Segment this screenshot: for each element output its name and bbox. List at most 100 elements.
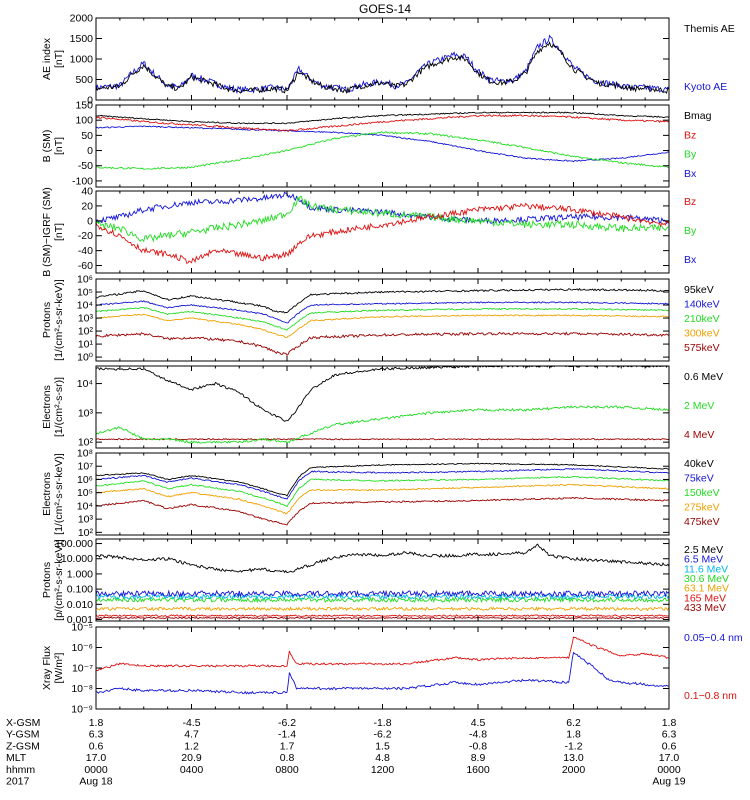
- y-tick-label: 0: [87, 145, 93, 157]
- legend-entry: 95keV: [684, 284, 714, 296]
- y-tick-label: 10⁵: [77, 487, 93, 499]
- legend-entry: Bz: [684, 196, 696, 208]
- x-axis-row-value: Aug 18: [79, 776, 112, 788]
- series-line-2-3: [96, 114, 669, 133]
- x-axis-row-value: 2000: [562, 764, 586, 776]
- y-axis-label: Protons: [41, 562, 53, 598]
- y-tick-label: -60: [78, 260, 93, 272]
- y-axis-label: [1/(cm²-s-sr-keV)]: [53, 453, 65, 535]
- legend-entry: Themis AE: [684, 23, 735, 35]
- series-line-7-6: [96, 589, 669, 599]
- y-axis-label: B (SM)−IGRF (SM): [41, 187, 53, 277]
- series-line-6-2: [96, 483, 669, 515]
- series-line-4-3: [96, 306, 669, 331]
- y-tick-label: -100: [72, 175, 93, 187]
- panel-3: -60 -40 -20 0 20 40 B (SM)−IGRF (SM) [nT] Bz By Bx: [41, 186, 697, 277]
- legend-entry: 4 MeV: [684, 429, 714, 441]
- legend-entry: 275keV: [684, 502, 720, 514]
- y-tick-label: -20: [78, 230, 93, 242]
- x-axis-row-value: 1.2: [184, 740, 199, 752]
- legend-entry: 150keV: [684, 487, 720, 499]
- y-axis-label: B (SM): [41, 130, 53, 163]
- series-line-7-7: [96, 543, 669, 574]
- legend-entry: 6.5 MeV: [684, 554, 723, 566]
- y-tick-label: 10⁰: [77, 352, 94, 364]
- y-tick-label: 10³: [78, 514, 94, 526]
- y-axis-label: [nT]: [53, 137, 65, 155]
- y-tick-label: 10⁵: [77, 287, 93, 299]
- series-line-2-4: [96, 111, 669, 125]
- y-tick-label: 100.000: [55, 538, 93, 550]
- legend-entry: 300keV: [684, 328, 720, 340]
- legend-entry: 210keV: [684, 313, 720, 325]
- legend-entry: 575keV: [684, 342, 720, 354]
- x-axis-row-value: 4.7: [184, 729, 199, 741]
- x-axis-row-value: 17.0: [86, 752, 107, 764]
- x-axis-row-label: 2017: [6, 776, 30, 788]
- x-axis-row-label: hhmm: [6, 764, 35, 776]
- y-tick-label: 1500: [70, 33, 94, 45]
- series-line-1-2: [96, 41, 669, 94]
- x-axis-row-label: MLT: [6, 752, 27, 764]
- x-axis-row-value: 0.6: [662, 740, 677, 752]
- y-tick-label: 10⁻⁷: [72, 663, 93, 675]
- x-axis-row-value: 0000: [657, 764, 681, 776]
- y-tick-label: 10⁴: [77, 378, 93, 390]
- y-axis-label: AE index: [41, 37, 53, 80]
- series-line-7-2: [96, 614, 669, 618]
- y-tick-label: 0.010: [67, 599, 93, 611]
- x-axis-row-value: -0.8: [469, 740, 487, 752]
- x-axis-row-value: 20.9: [181, 752, 202, 764]
- y-axis-label: [p/(cm²-s-sr-keV)]: [53, 539, 65, 621]
- panel-8: 10⁻⁹ 10⁻⁸ 10⁻⁷ 10⁻⁶ 10⁻⁵ Xray Flux [W/m²] 0.05−…: [41, 622, 743, 716]
- y-tick-label: 10²: [78, 326, 94, 338]
- legend-entry: 75keV: [684, 473, 714, 485]
- x-axis-row-value: 1.8: [566, 729, 581, 741]
- series-line-6-1: [96, 496, 669, 526]
- x-axis-row-value: 17.0: [659, 752, 680, 764]
- x-axis-row-value: 6.2: [566, 717, 581, 729]
- y-tick-label: 10¹: [78, 339, 94, 351]
- y-axis-label: [W/m²]: [53, 652, 65, 683]
- series-line-5-1: [96, 438, 669, 441]
- y-tick-label: 10²: [78, 527, 94, 539]
- legend-entry: 0.6 MeV: [684, 371, 723, 383]
- series-line-6-3: [96, 476, 669, 508]
- panel-frame: [95, 190, 670, 274]
- x-axis-row-value: 6.3: [89, 729, 104, 741]
- legend-entry: Bmag: [684, 110, 712, 122]
- series-line-1-1: [96, 34, 669, 95]
- y-axis-label: Protons: [41, 302, 53, 338]
- series-line-4-2: [96, 313, 669, 339]
- y-tick-label: 10.000: [61, 553, 93, 565]
- y-axis-label: [1/(cm²-s-sr)]: [53, 377, 65, 437]
- x-axis-row-value: -4.8: [469, 729, 487, 741]
- y-tick-label: 10⁴: [77, 500, 93, 512]
- x-axis-row-value: 8.9: [471, 752, 486, 764]
- y-axis-label: Xray Flux: [41, 645, 53, 690]
- series-line-8-2: [96, 651, 669, 695]
- figure-title: GOES-14: [359, 2, 411, 16]
- legend-entry: 40keV: [684, 458, 714, 470]
- y-tick-label: 40: [81, 186, 93, 198]
- y-tick-label: 0.001: [67, 614, 93, 626]
- x-axis-row-value: -6.2: [278, 717, 296, 729]
- y-tick-label: 10⁻⁸: [71, 683, 93, 695]
- legend-entry: 2.5 MeV: [684, 544, 723, 556]
- y-tick-label: 10⁻⁹: [71, 704, 93, 716]
- y-tick-label: 10⁻⁵: [71, 622, 93, 634]
- x-axis-row-label: Z-GSM: [6, 740, 40, 752]
- y-tick-label: 10³: [78, 407, 94, 419]
- x-axis-row-value: -1.8: [373, 717, 391, 729]
- y-axis-label: Electrons: [41, 472, 53, 516]
- series-line-4-4: [96, 300, 669, 324]
- y-tick-label: 10³: [78, 313, 94, 325]
- x-axis-row-label: Y-GSM: [6, 729, 39, 741]
- legend-entry: 140keV: [684, 299, 720, 311]
- x-axis-row-label: X-GSM: [6, 717, 40, 729]
- x-axis-row-value: -1.2: [564, 740, 582, 752]
- legend-entry: 2 MeV: [684, 400, 714, 412]
- y-tick-label: 0: [87, 95, 93, 107]
